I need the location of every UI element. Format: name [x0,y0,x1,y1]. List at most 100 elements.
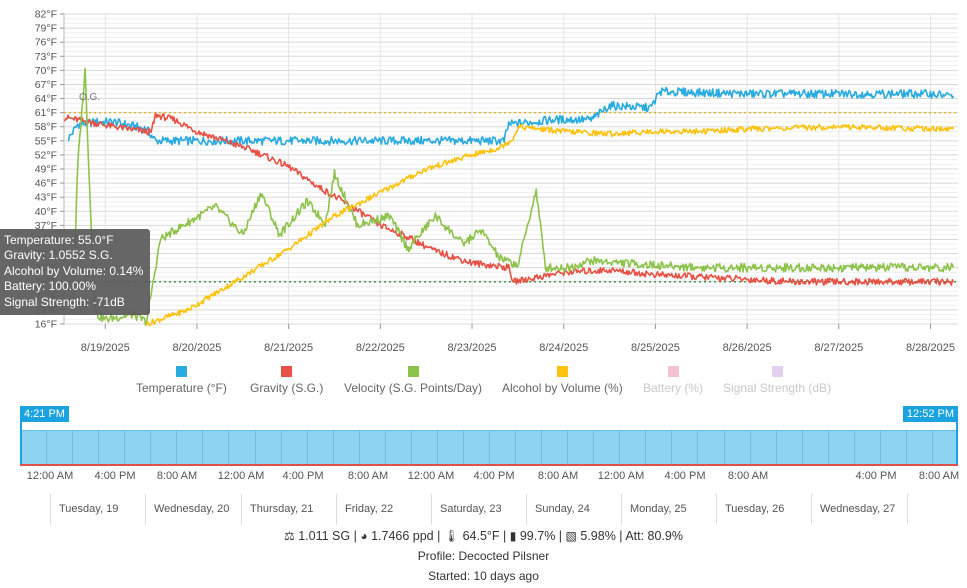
fermentation-chart[interactable]: 16°F19°F22°F25°F28°F31°F34°F37°F40°F43°F… [0,0,967,360]
navigator-day-label: Friday, 22 [336,494,431,525]
x-tick-label: 8/19/2025 [81,342,130,354]
navigator-day-divider [907,494,908,525]
navigator-day-label: Wednesday, 27 [811,494,907,525]
navigator-tick [202,431,204,465]
tooltip-signal: Signal Strength: -71dB [4,294,125,309]
legend-abv[interactable]: Alcohol by Volume (%) [502,366,623,395]
navigator-time-label: 4:00 PM [94,470,136,482]
legend-swatch [556,366,568,377]
navigator-day-label: Tuesday, 19 [50,494,145,525]
navigator-tick [72,431,74,465]
navigator-day-label: Monday, 25 [621,494,716,525]
series-line [72,67,955,326]
x-tick-label: 8/28/2025 [906,342,955,354]
navigator-time-label: 8:00 AM [347,470,389,482]
x-tick-label: 8/25/2025 [631,342,680,354]
series-line [145,123,955,327]
x-tick-label: 8/20/2025 [172,342,221,354]
navigator-time-label: 12:00 AM [407,470,455,482]
navigator-tick [124,431,126,465]
thermometer-icon: 🌡 [443,529,460,543]
battery-icon: ▮ [509,529,517,543]
status-battery: 99.7% [519,529,556,543]
navigator-tick [98,431,100,465]
started-time: Started: 10 days ago [428,569,539,583]
y-tick-label: 70°F [35,65,57,77]
y-tick-label: 46°F [35,178,57,190]
y-tick-label: 16°F [35,319,57,331]
og-annotation: O.G. [79,92,100,103]
status-rate: 1.7466 ppd [371,529,434,543]
x-tick-label: 8/24/2025 [539,342,588,354]
navigator-tick [332,431,334,465]
navigator-tick [515,431,517,465]
legend-temperature[interactable]: Temperature (°F) [136,366,227,395]
navigator-tick [879,431,881,465]
navigator-tick [905,431,907,465]
legend-signal[interactable]: Signal Strength (dB) [723,366,831,395]
legend-swatch [175,366,187,377]
y-tick-label: 55°F [35,135,57,147]
hydrometer-icon: ⚖ [283,529,295,543]
tooltip-temperature: Temperature: 55.0°F [4,233,114,247]
navigator-tick [723,431,725,465]
chart-series[interactable] [63,67,955,327]
navigator-day-label: Tuesday, 26 [716,494,811,525]
navigator-day-label: Thursday, 21 [241,494,336,525]
navigator-tick [775,431,777,465]
navigator-start-label: 4:21 PM [20,406,69,422]
navigator-tick [827,431,829,465]
gauge-icon: ◕ [360,529,368,543]
y-tick-label: 37°F [35,220,57,232]
legend-swatch [667,366,679,377]
navigator-baseline [20,464,958,466]
range-navigator[interactable]: 4:21 PM 12:52 PM [20,406,958,468]
navigator-time-label: 8:00 AM [156,470,198,482]
navigator-time-label: 8:00 AM [727,470,769,482]
legend-swatch [407,366,419,377]
navigator-day-label: Saturday, 23 [431,494,526,525]
legend-swatch [771,366,783,377]
y-tick-label: 40°F [35,206,57,218]
y-tick-label: 79°F [35,23,57,35]
legend-swatch [281,366,293,377]
navigator-right-handle[interactable] [956,412,958,464]
navigator-tick [541,431,543,465]
navigator-selection[interactable] [20,430,958,465]
navigator-tick [280,431,282,465]
navigator-tick [436,431,438,465]
navigator-tick [697,431,699,465]
navigator-tick [176,431,178,465]
x-tick-label: 8/26/2025 [723,342,772,354]
chart-legend: Temperature (°F) Gravity (S.G.) Velocity… [0,366,967,398]
y-tick-label: 82°F [35,9,57,21]
y-tick-label: 52°F [35,149,57,161]
navigator-tick [410,431,412,465]
y-tick-label: 76°F [35,37,57,49]
tooltip-gravity: Gravity: 1.0552 S.G. [4,248,113,263]
navigator-end-label: 12:52 PM [902,406,958,422]
navigator-tick [645,431,647,465]
navigator-left-handle[interactable] [20,412,22,464]
series-line [67,86,955,146]
navigator-time-label: 12:00 AM [597,470,645,482]
legend-label: Alcohol by Volume (%) [502,381,623,395]
legend-gravity[interactable]: Gravity (S.G.) [250,366,323,395]
y-tick-label: 73°F [35,51,57,63]
x-tick-label: 8/23/2025 [448,342,497,354]
status-attenuation: Att: 80.9% [625,529,684,543]
legend-label: Velocity (S.G. Points/Day) [344,381,483,395]
navigator-time-label: 4:00 PM [664,470,706,482]
legend-battery[interactable]: Battery (%) [643,366,703,395]
legend-velocity[interactable]: Velocity (S.G. Points/Day) [344,366,482,395]
x-tick-label: 8/22/2025 [356,342,405,354]
chart-grid [64,13,958,328]
navigator-time-label: 8:00 AM [918,470,960,482]
navigator-time-label: 4:00 PM [855,470,897,482]
navigator-day-label: Sunday, 24 [526,494,621,525]
status-summary: ⚖ 1.011 SG | ◕ 1.7466 ppd | 🌡 64.5°F | ▮… [283,529,684,543]
status-abv: 5.98% [580,529,616,543]
tooltip-battery: Battery: 100.00% [4,279,97,294]
navigator-tick [671,431,673,465]
navigator-time-label: 4:00 PM [282,470,324,482]
